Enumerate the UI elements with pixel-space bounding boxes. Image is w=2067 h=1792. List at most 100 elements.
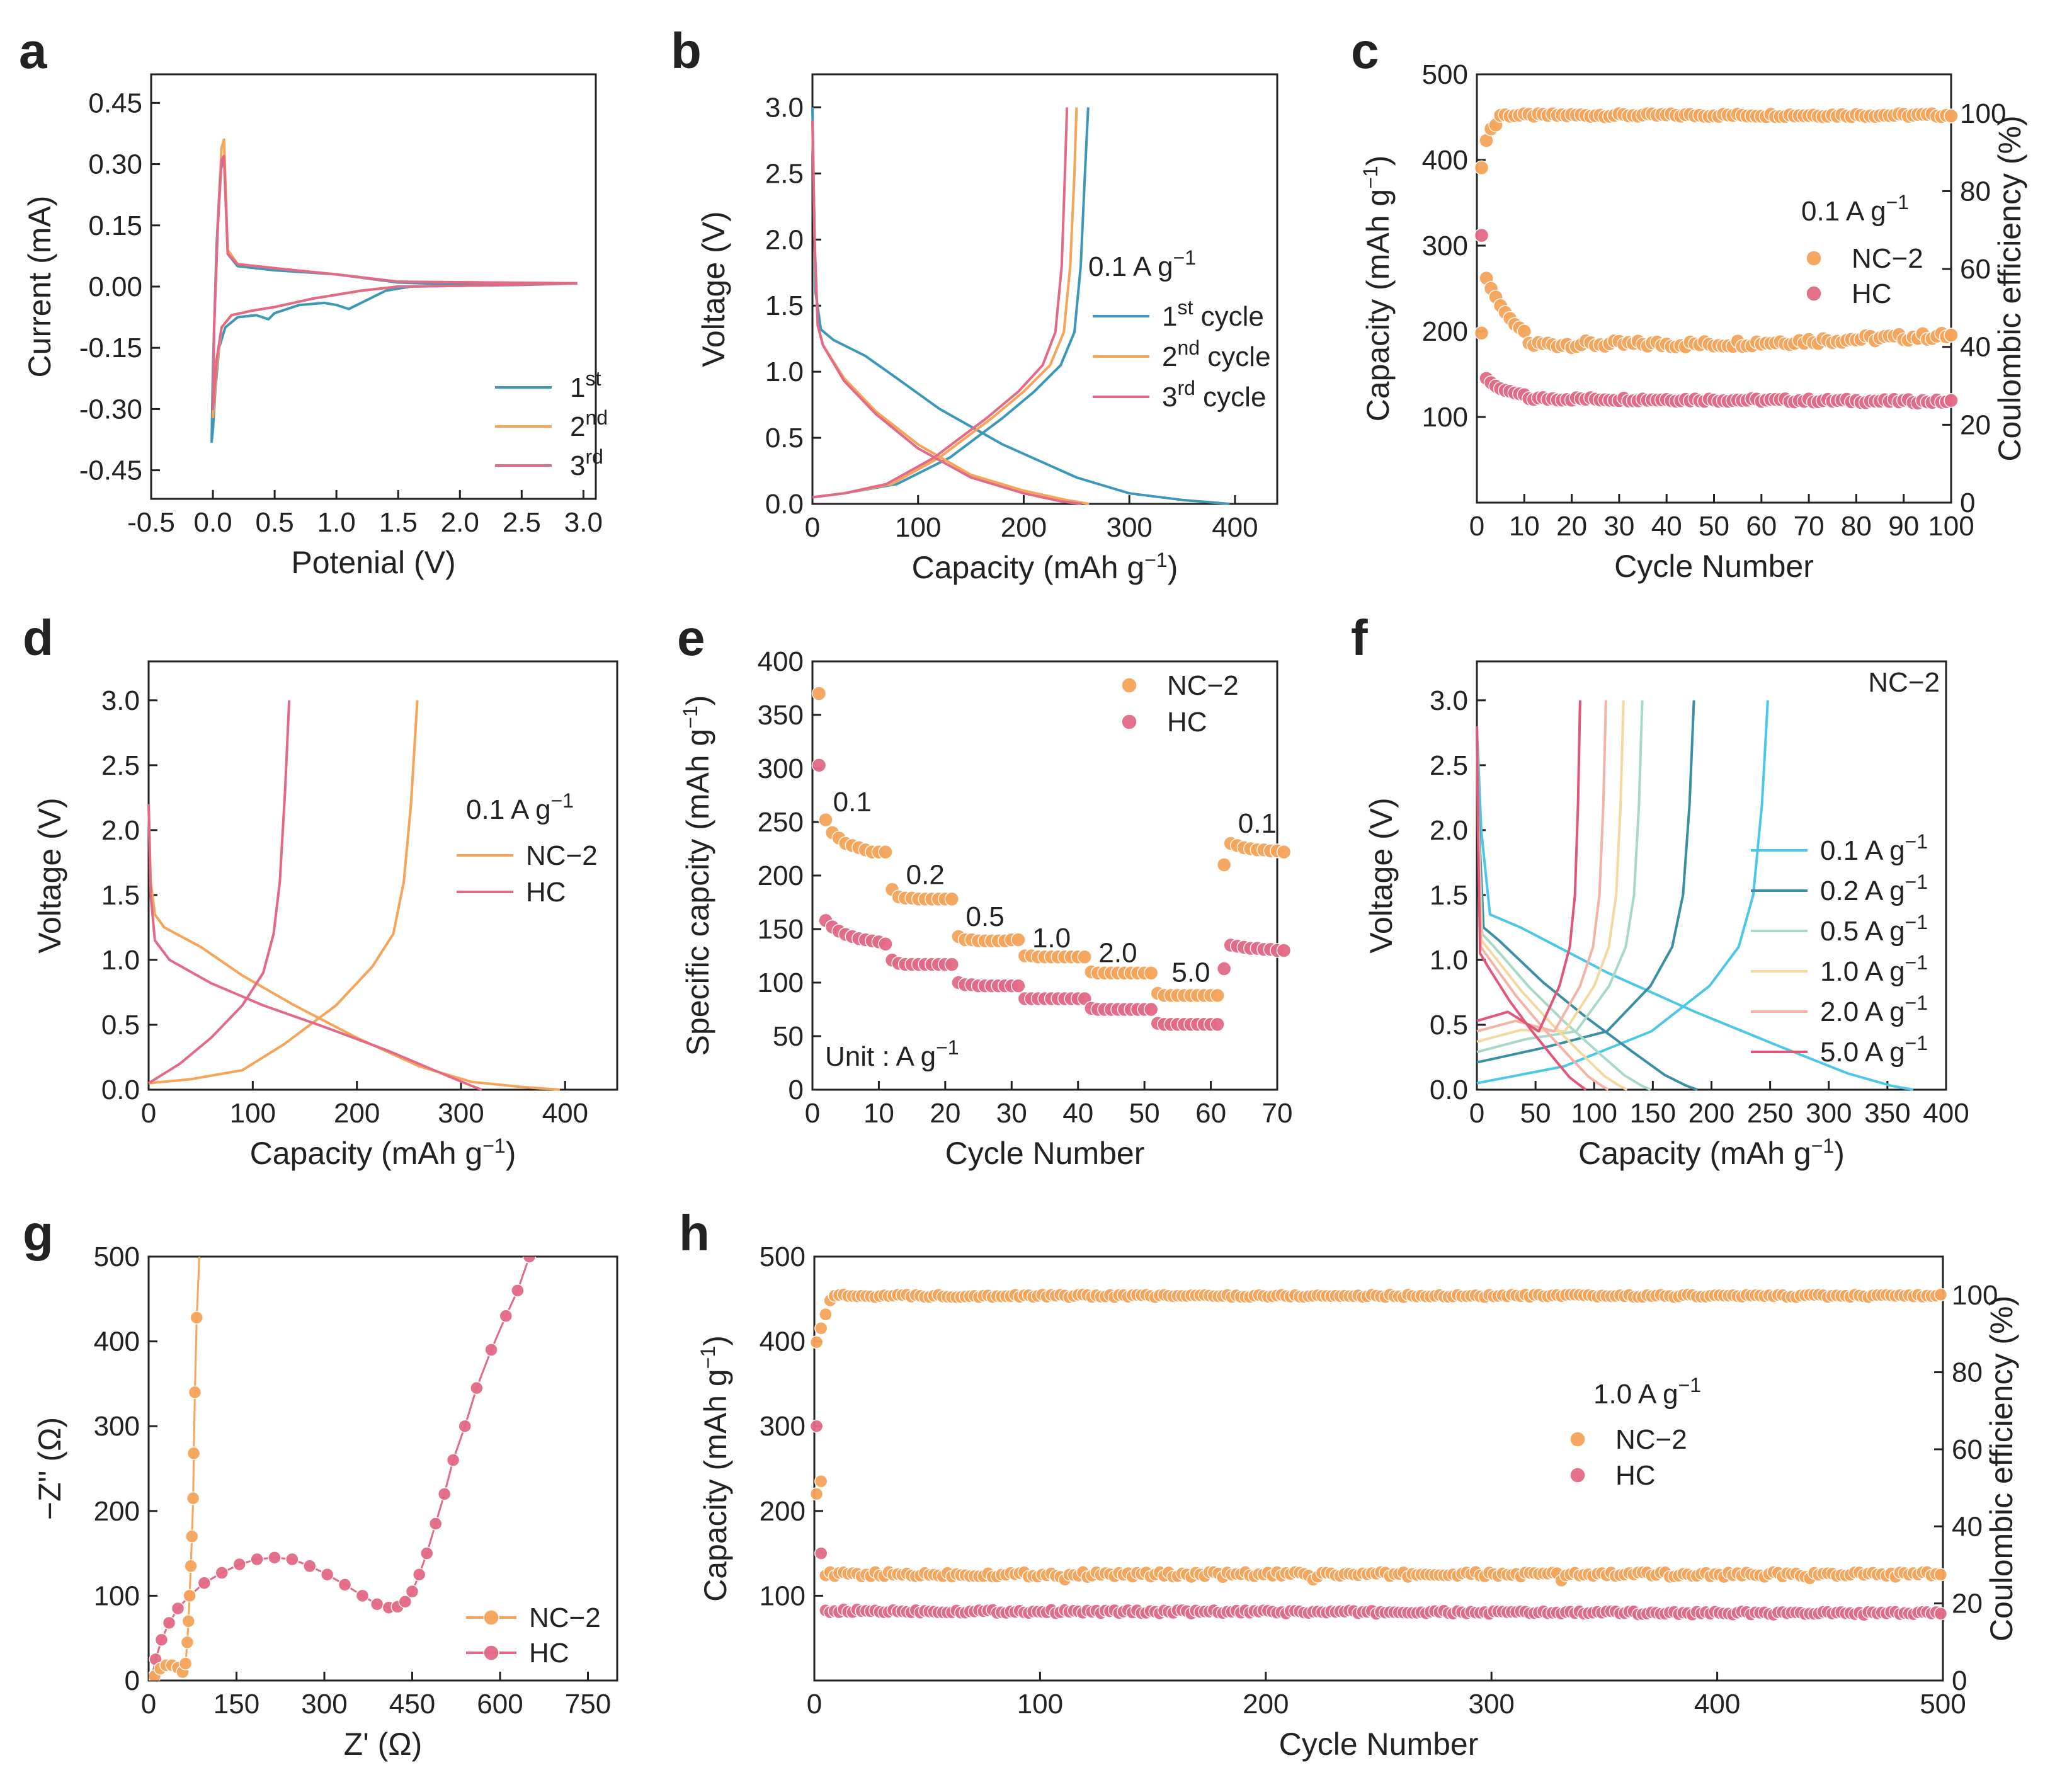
x-tick-label: 30 xyxy=(1603,511,1634,542)
text-span: Capacity (mAh g xyxy=(912,550,1145,585)
cv-curve-2 xyxy=(212,138,578,419)
y-tick-label: 3.0 xyxy=(101,685,140,716)
y2-axis-label: Coulombic efficiency (%) xyxy=(1984,1296,2019,1641)
y2-tick-label: 60 xyxy=(1952,1434,1983,1465)
nc2-point xyxy=(1011,932,1026,947)
x-tick-label: 350 xyxy=(1864,1098,1910,1129)
hc-point xyxy=(405,1584,419,1599)
hc-point xyxy=(1276,943,1292,958)
superscript: −1 xyxy=(697,1346,719,1369)
ce-point xyxy=(1933,1287,1948,1302)
discharge-curve xyxy=(147,804,561,1091)
x-tick-label: 0 xyxy=(141,1098,156,1129)
y-tick-label: 1.5 xyxy=(765,290,804,321)
legend-1-label: 1st cycle xyxy=(1162,296,1264,332)
hc-point xyxy=(215,1566,229,1580)
text-span: Capacity (mAh g xyxy=(1360,189,1396,422)
text-span: ) xyxy=(698,1335,733,1346)
text-span: ) xyxy=(680,695,715,706)
x-tick-label: 300 xyxy=(1468,1689,1514,1720)
charge-curve xyxy=(812,107,1069,499)
superscript: −1 xyxy=(1811,1134,1834,1157)
y-tick-label: 2.5 xyxy=(1430,750,1468,781)
panel-a: -0.5 0.0 0.5 1.0 1.5 2.0 2.5 3.0 -0.45 -0.30 -0.15… xyxy=(19,23,608,580)
nc2-capacity-point xyxy=(1944,328,1959,343)
nyquist-plot xyxy=(149,1233,537,1681)
y2-axis-label: Coulombic efficiency (%) xyxy=(1992,115,2027,461)
charge-curve xyxy=(1476,700,1769,1085)
y-axis-label: Capacity (mAh g−1) xyxy=(697,1335,733,1602)
x-tick-label: 200 xyxy=(1688,1098,1734,1129)
text-span: 2 xyxy=(1162,341,1177,372)
hc-point xyxy=(171,1601,185,1616)
superscript: −1 xyxy=(679,705,702,728)
legend-0-label: NC−2 xyxy=(526,840,598,871)
superscript: st xyxy=(585,367,601,390)
y-tick-label: 200 xyxy=(1422,316,1468,347)
x-tick-label: 100 xyxy=(1928,511,1974,542)
text-span: cycle xyxy=(1200,341,1270,372)
y-tick-label: 500 xyxy=(1422,59,1468,90)
y-tick-label: 0.5 xyxy=(1430,1010,1468,1041)
superscript: −1 xyxy=(482,1134,505,1157)
cv-curve-3 xyxy=(212,154,578,411)
legend-nc2-swatch xyxy=(1569,1431,1586,1447)
legend-label-2: 2nd xyxy=(570,406,608,442)
rate-annotation: 0.1 A g−1 xyxy=(466,789,574,825)
text-span: 3 xyxy=(570,450,585,481)
y-tick-label: 1.0 xyxy=(765,357,804,387)
panel-letter: g xyxy=(23,1205,54,1261)
x-tick-label: 1.0 xyxy=(317,507,356,538)
text-span: Capacity (mAh g xyxy=(698,1369,733,1602)
ce-point xyxy=(1474,160,1489,176)
ce-point xyxy=(809,1335,824,1349)
nc2-capacity-point xyxy=(814,1474,828,1488)
y-tick-label: 400 xyxy=(94,1327,140,1357)
x-tick-label: 90 xyxy=(1888,511,1919,542)
x-tick-label: 150 xyxy=(1630,1098,1676,1129)
x-tick-label: 0.5 xyxy=(256,507,294,538)
text-span: Specific capcity (mAh g xyxy=(680,729,715,1056)
superscript: −1 xyxy=(1678,1374,1701,1396)
legend-5-label: 5.0 A g−1 xyxy=(1820,1032,1928,1068)
y-tick-label: -0.45 xyxy=(79,455,142,486)
x-axis-label: Capacity (mAh g−1) xyxy=(250,1134,516,1171)
x-tick-label: -0.5 xyxy=(127,507,175,538)
x-tick-label: 400 xyxy=(1923,1098,1969,1129)
x-tick-label: 500 xyxy=(1920,1689,1966,1720)
y-tick-label: 0.0 xyxy=(101,1075,140,1105)
charge-curve xyxy=(1476,700,1695,1064)
nc2-point xyxy=(188,1385,202,1400)
superscript: rd xyxy=(585,445,603,468)
hc-point xyxy=(522,1257,537,1264)
panel-e: 0 10 20 30 40 50 60 70 0 50 100 150 200 250 300 350 400 C… xyxy=(677,610,1292,1171)
legend-hc-label: HC xyxy=(1167,707,1207,738)
legend-label-3: 3rd xyxy=(570,445,603,481)
y-tick-label: 300 xyxy=(760,1411,806,1442)
text-span: ) xyxy=(1168,550,1178,585)
x-tick-label: 0 xyxy=(805,512,820,543)
ce-point xyxy=(819,1308,833,1321)
charge-curve xyxy=(1476,700,1644,1054)
superscript: nd xyxy=(585,406,608,429)
x-tick-label: 750 xyxy=(565,1689,611,1720)
x-tick-label: 3.0 xyxy=(564,507,603,538)
discharge-curve xyxy=(1476,726,1914,1091)
legend-hc-swatch xyxy=(1806,285,1822,302)
x-tick-label: 30 xyxy=(996,1098,1027,1129)
y2-tick-label: 100 xyxy=(1952,1280,1998,1311)
x-tick-label: 450 xyxy=(389,1689,435,1720)
x-tick-label: 2.5 xyxy=(503,507,541,538)
y-tick-label: -0.15 xyxy=(79,333,142,363)
panel-g: 0 150 300 450 600 750 0 100 200 300 400 500 Z' (Ω) −Z… xyxy=(23,1205,618,1762)
nc2-point xyxy=(194,1233,207,1246)
text-span: 0.1 A g xyxy=(1801,196,1886,227)
y2-tick-label: 80 xyxy=(1960,176,1991,207)
x-tick-label: 200 xyxy=(1001,512,1047,543)
text-span: 1.0 A g xyxy=(1820,956,1905,987)
legend-hc-label: HC xyxy=(529,1638,569,1669)
y-tick-label: 100 xyxy=(94,1580,140,1611)
cv-curve-1 xyxy=(210,154,578,443)
y-axis-label: Voltage (V) xyxy=(696,211,731,367)
